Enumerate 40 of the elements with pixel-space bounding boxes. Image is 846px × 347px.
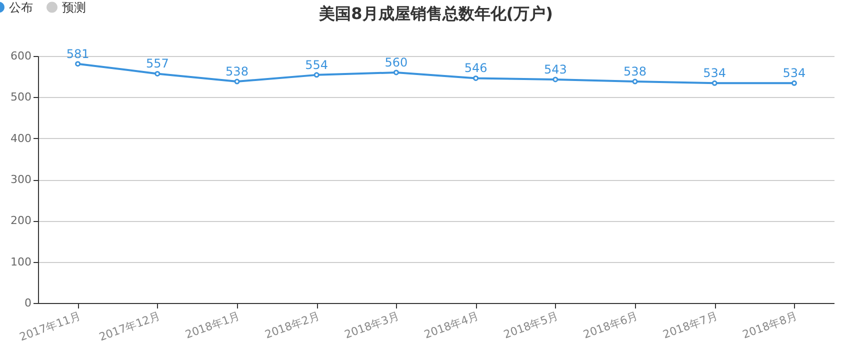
data-label: 554: [305, 58, 328, 72]
legend-label: 公布: [9, 0, 33, 14]
data-label: 534: [782, 66, 806, 80]
point: [314, 72, 320, 78]
x-tick-label: 2018年1月: [184, 310, 242, 342]
point: [552, 76, 558, 82]
x-tick-label: 2018年3月: [342, 310, 401, 342]
data-label: 581: [66, 46, 90, 61]
legend-label: 预测: [62, 0, 86, 14]
x-tick-label: 2018年7月: [661, 310, 720, 342]
chart-title: 美国8月成屋销售总数年化(万户): [318, 4, 553, 23]
y-tick-label: 400: [10, 132, 32, 145]
data-label: 538: [624, 64, 646, 79]
y-tick-label: 0: [24, 296, 32, 310]
data-label: 538: [226, 64, 248, 79]
data-label: 557: [146, 56, 169, 71]
point: [154, 70, 160, 76]
y-tick-label: 200: [10, 214, 32, 228]
y-tick-label: 300: [10, 173, 32, 186]
y-tick-label: 600: [10, 50, 32, 62]
x-tick-label: 2018年4月: [422, 310, 480, 342]
data-label: 546: [464, 61, 488, 76]
point: [473, 75, 479, 81]
point: [712, 80, 718, 86]
x-tick-label: 2018年2月: [263, 310, 322, 342]
x-tick-label: 2017年12月: [97, 310, 162, 344]
point: [234, 78, 240, 84]
point: [791, 80, 797, 86]
x-tick-label: 2017年11月: [18, 310, 82, 344]
point: [393, 70, 399, 76]
data-label: 543: [544, 62, 567, 76]
y-tick-label: 100: [10, 255, 32, 268]
point: [75, 61, 81, 67]
x-tick-label: 2018年8月: [740, 310, 799, 342]
y-tick-label: 500: [10, 90, 32, 104]
data-label: 560: [384, 55, 408, 70]
x-tick-label: 2018年5月: [502, 310, 560, 342]
data-label: 534: [703, 66, 726, 80]
point: [632, 78, 638, 84]
x-tick-label: 2018年6月: [582, 310, 640, 342]
